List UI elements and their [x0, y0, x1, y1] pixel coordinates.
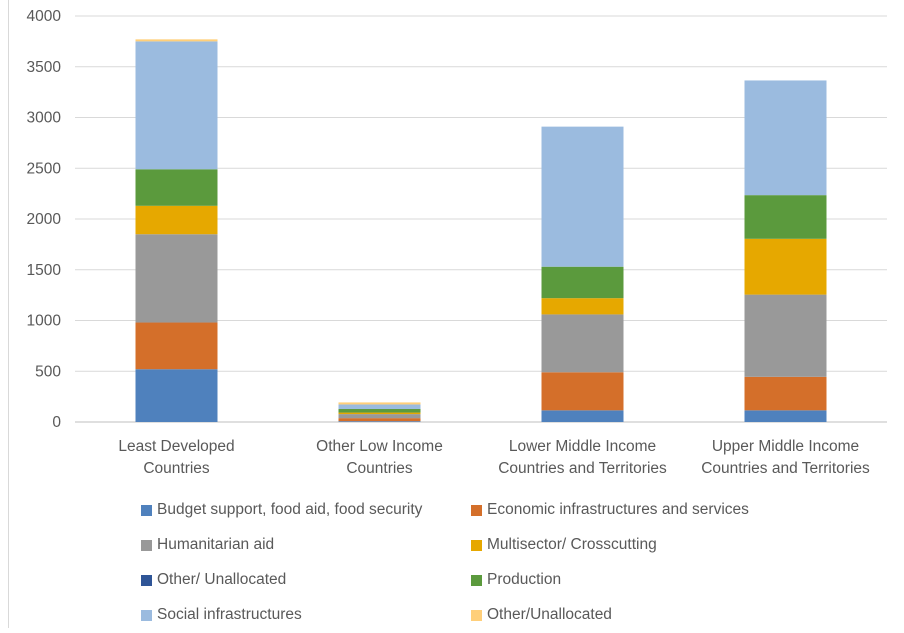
bar-segment [135, 169, 218, 206]
chart-border-line [8, 0, 9, 628]
bar-segment [338, 418, 421, 422]
bar-segment [541, 266, 624, 299]
bar-segment [541, 372, 624, 411]
legend-item: Production [471, 570, 561, 590]
legend-swatch [141, 539, 152, 551]
legend-swatch [471, 539, 482, 551]
legend-label: Economic infrastructures and services [487, 501, 749, 518]
y-tick-label: 4000 [27, 8, 62, 25]
bar-segment [744, 376, 827, 411]
y-tick-label: 2500 [27, 160, 62, 177]
x-tick-label: Countries and Territories [701, 460, 870, 477]
y-tick-label: 1500 [27, 262, 62, 279]
x-tick-label: Countries and Territories [498, 460, 667, 477]
legend-item: Budget support, food aid, food security [141, 500, 422, 520]
bar-segment [338, 402, 421, 405]
legend-label: Social infrastructures [157, 606, 302, 623]
x-tick-label: Countries [346, 460, 413, 477]
legend-item: Social infrastructures [141, 605, 302, 625]
legend-label: Multisector/ Crosscutting [487, 536, 657, 553]
bar-segment [744, 410, 827, 422]
legend-swatch [471, 504, 482, 516]
bar-segment [135, 322, 218, 370]
legend-item: Other/ Unallocated [141, 570, 286, 590]
bar-segment [135, 205, 218, 235]
bar-segment [744, 195, 827, 239]
bar-segment [744, 238, 827, 295]
bar-segment [541, 126, 624, 267]
y-tick-label: 500 [35, 363, 61, 380]
bar-segment [744, 294, 827, 377]
legend-swatch [471, 574, 482, 586]
legend-label: Humanitarian aid [157, 536, 275, 553]
bar-segment [338, 414, 421, 419]
y-tick-label: 0 [52, 414, 61, 431]
bar-segment [541, 410, 624, 422]
bar-segment [135, 369, 218, 422]
x-tick-label: Least Developed [118, 438, 234, 455]
legend-label: Other/ Unallocated [157, 571, 287, 588]
legend-item: Humanitarian aid [141, 535, 274, 555]
x-tick-label: Countries [143, 460, 210, 477]
x-tick-label: Other Low Income [316, 438, 443, 455]
legend-swatch [471, 609, 482, 621]
bar-segment [135, 39, 218, 42]
x-tick-label: Lower Middle Income [509, 438, 656, 455]
bar-segment [338, 404, 421, 410]
y-tick-label: 3500 [27, 59, 62, 76]
legend-item: Other/Unallocated [471, 605, 612, 625]
bar-segment [135, 234, 218, 323]
legend-item: Economic infrastructures and services [471, 500, 749, 520]
legend-swatch [141, 574, 152, 586]
y-tick-label: 2000 [27, 211, 62, 228]
bar-segment [744, 80, 827, 196]
legend-item: Multisector/ Crosscutting [471, 535, 657, 555]
bar-segment [338, 421, 421, 422]
x-tick-label: Upper Middle Income [712, 438, 859, 455]
y-tick-label: 3000 [27, 110, 62, 127]
bar-segment [541, 298, 624, 315]
legend-swatch [141, 504, 152, 516]
bar-segment [135, 41, 218, 170]
legend-label: Production [487, 571, 562, 588]
bar-segment [338, 412, 421, 415]
legend-label: Budget support, food aid, food security [157, 501, 423, 518]
bar-segment [338, 409, 421, 413]
bar-segment [541, 314, 624, 373]
legend-swatch [141, 609, 152, 621]
legend-label: Other/Unallocated [487, 606, 612, 623]
y-tick-label: 1000 [27, 313, 62, 330]
